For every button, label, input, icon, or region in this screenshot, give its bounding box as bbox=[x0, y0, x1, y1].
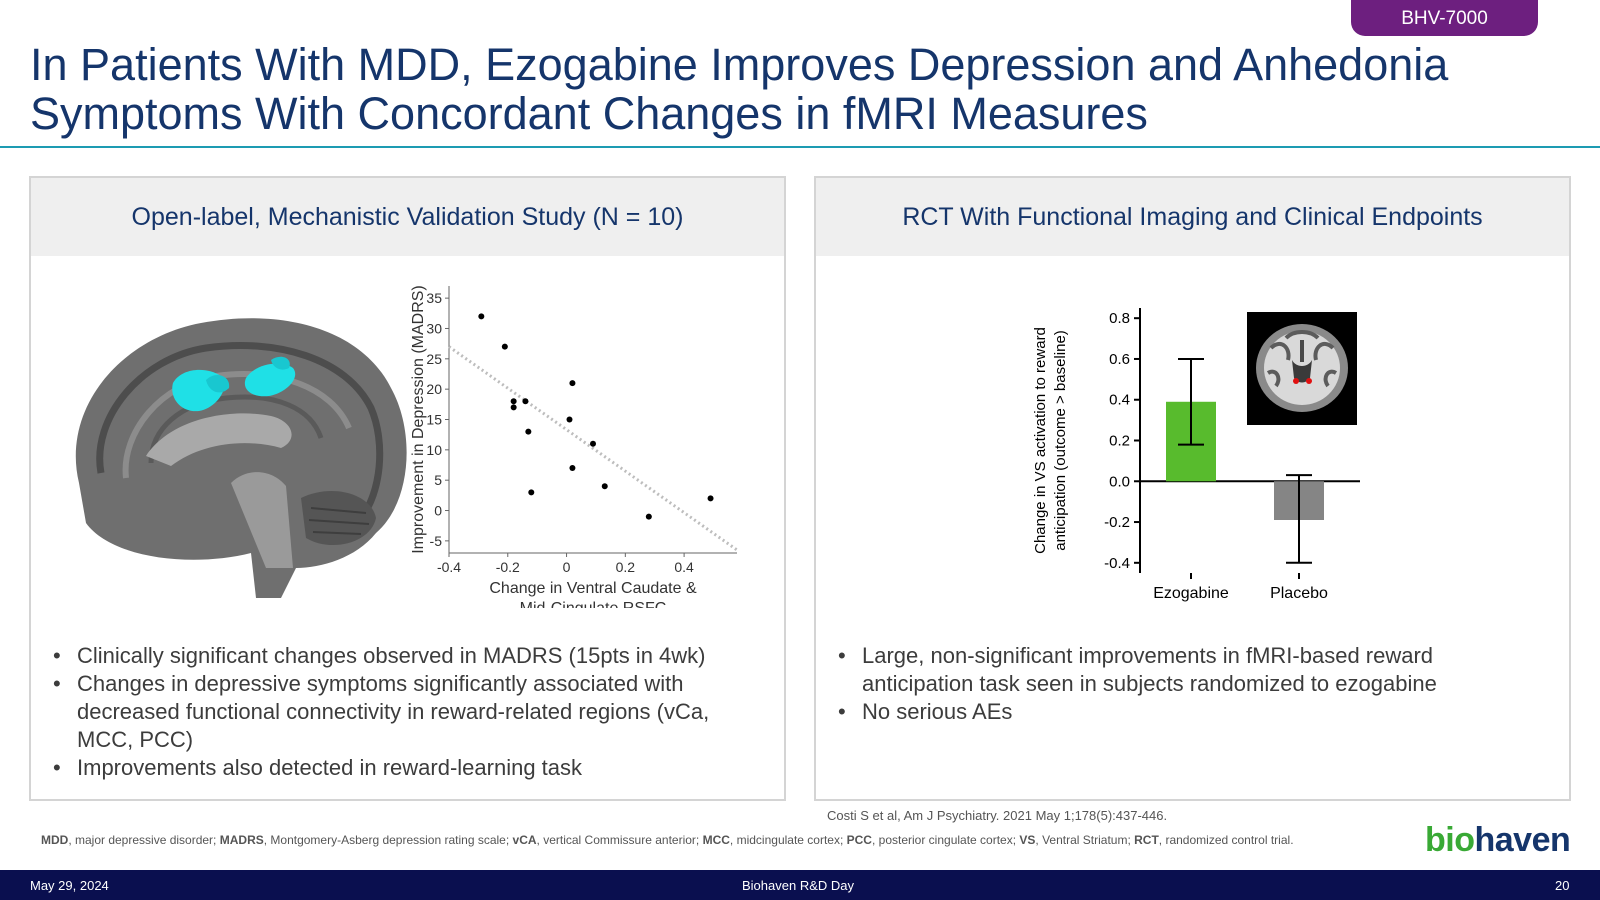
slide-title: In Patients With MDD, Ezogabine Improves… bbox=[30, 39, 1449, 139]
left-figure: -5 0 5 10 15 20 25 30 35 -0.4 -0.2 0 0.2 0.4 Change in… bbox=[75, 285, 738, 608]
data-point bbox=[645, 513, 652, 520]
data-point bbox=[590, 440, 596, 447]
data-point bbox=[510, 404, 517, 411]
y-tick-label: 30 bbox=[426, 320, 442, 336]
abbreviation-term: VS bbox=[1019, 833, 1036, 847]
biohaven-logo: biohaven bbox=[1425, 821, 1571, 859]
data-point bbox=[510, 398, 517, 405]
right-bullet-list: • Large, non-significant improvements in … bbox=[838, 642, 1550, 726]
y-tick-label: 0 bbox=[434, 503, 442, 519]
y-tick-label: 0.0 bbox=[1109, 473, 1130, 490]
right-bullet: • Large, non-significant improvements in … bbox=[838, 643, 1437, 696]
y-axis-label: anticipation (outcome > baseline) bbox=[1052, 330, 1069, 551]
y-tick-label: -5 bbox=[430, 533, 443, 549]
y-tick-label: 5 bbox=[434, 472, 442, 488]
abbreviation-term: RCT bbox=[1134, 833, 1159, 847]
abbreviation-term: MDD bbox=[41, 833, 69, 847]
scatter-chart: -5 0 5 10 15 20 25 30 35 -0.4 -0.2 0 0.2 0.4 Change in… bbox=[410, 285, 738, 608]
abbreviation-term: PCC bbox=[846, 833, 872, 847]
x-tick-label: Ezogabine bbox=[1153, 585, 1229, 602]
y-tick-label: 0.6 bbox=[1109, 351, 1130, 368]
left-bullet: • Improvements also detected in reward-le… bbox=[53, 755, 583, 780]
x-tick-label: 0.2 bbox=[616, 559, 636, 575]
data-point bbox=[525, 428, 532, 435]
y-axis-label: Change in VS activation to reward bbox=[1032, 327, 1049, 554]
left-bullet-list: • Clinically significant changes observed… bbox=[53, 642, 765, 782]
title-divider bbox=[0, 146, 1600, 148]
y-tick-label: 35 bbox=[426, 290, 442, 306]
y-tick-label: 10 bbox=[426, 442, 442, 458]
data-point bbox=[566, 416, 573, 423]
y-tick-label: -0.2 bbox=[1104, 514, 1130, 531]
data-point bbox=[707, 495, 714, 502]
data-point bbox=[569, 380, 576, 387]
brain-sagittal-illustration bbox=[75, 318, 407, 598]
footer-page-number: 20 bbox=[1555, 878, 1570, 893]
y-tick-label: -0.4 bbox=[1104, 555, 1130, 572]
y-tick-label: 0.2 bbox=[1109, 433, 1130, 450]
right-panel-heading: RCT With Functional Imaging and Clinical… bbox=[816, 178, 1569, 256]
y-tick-label: 15 bbox=[426, 412, 442, 428]
x-tick-label: 0.4 bbox=[674, 559, 694, 575]
abbreviation-term: vCA bbox=[512, 833, 537, 847]
data-point bbox=[601, 483, 608, 490]
left-bullet: • Clinically significant changes observed… bbox=[53, 643, 706, 668]
data-point bbox=[522, 398, 529, 405]
footer-bar: May 29, 2024 Biohaven R&D Day 20 bbox=[0, 870, 1600, 900]
data-point bbox=[478, 313, 485, 320]
data-point bbox=[528, 489, 535, 496]
y-tick-label: 0.8 bbox=[1109, 310, 1130, 327]
right-panel: RCT With Functional Imaging and Clinical… bbox=[814, 176, 1571, 801]
x-axis-label: Mid-Cingulate RSFC bbox=[520, 600, 667, 608]
footer-event: Biohaven R&D Day bbox=[742, 878, 854, 893]
citation: Costi S et al, Am J Psychiatry. 2021 May… bbox=[827, 808, 1168, 823]
abbreviation-definition: , major depressive disorder; bbox=[68, 833, 220, 847]
bar-chart: -0.4 -0.2 0.0 0.2 0.4 0.6 0.8 Ezogabine Placebo C… bbox=[1032, 308, 1360, 602]
x-tick-label: 0 bbox=[563, 559, 571, 575]
y-tick-label: 20 bbox=[426, 381, 442, 397]
abbreviation-term: MCC bbox=[702, 833, 730, 847]
coronal-brain-inset bbox=[1247, 312, 1357, 425]
abbreviation-definition: , Montgomery-Asberg depression rating sc… bbox=[263, 833, 513, 847]
abbreviation-term: MADRS bbox=[219, 833, 264, 847]
left-panel: Open-label, Mechanistic Validation Study… bbox=[29, 176, 786, 801]
x-tick-label: -0.2 bbox=[496, 559, 520, 575]
program-tag: BHV-7000 bbox=[1351, 0, 1538, 36]
right-figure: -0.4 -0.2 0.0 0.2 0.4 0.6 0.8 Ezogabine Placebo C… bbox=[1032, 308, 1360, 602]
x-tick-label: -0.4 bbox=[437, 559, 461, 575]
abbreviation-definition: , randomized control trial. bbox=[1158, 833, 1294, 847]
abbreviations-footnote: MDD, major depressive disorder; MADRS, M… bbox=[41, 833, 1381, 848]
abbreviation-definition: , Ventral Striatum; bbox=[1035, 833, 1135, 847]
x-axis-label: Change in Ventral Caudate & bbox=[489, 580, 697, 597]
abbreviation-definition: , midcingulate cortex; bbox=[729, 833, 847, 847]
data-point bbox=[501, 343, 508, 350]
abbreviation-definition: , vertical Commissure anterior; bbox=[536, 833, 703, 847]
data-point bbox=[569, 465, 576, 472]
trend-line bbox=[448, 345, 738, 552]
y-axis-label: Improvement in Depression (MADRS) bbox=[410, 285, 427, 554]
left-panel-heading: Open-label, Mechanistic Validation Study… bbox=[31, 178, 784, 256]
right-bullet: • No serious AEs bbox=[838, 699, 1013, 724]
y-tick-label: 25 bbox=[426, 351, 442, 367]
footer-date: May 29, 2024 bbox=[30, 878, 109, 893]
left-bullet: • Changes in depressive symptoms signific… bbox=[53, 671, 710, 752]
x-tick-label: Placebo bbox=[1270, 585, 1328, 602]
y-tick-label: 0.4 bbox=[1109, 392, 1130, 409]
abbreviation-definition: , posterior cingulate cortex; bbox=[871, 833, 1020, 847]
